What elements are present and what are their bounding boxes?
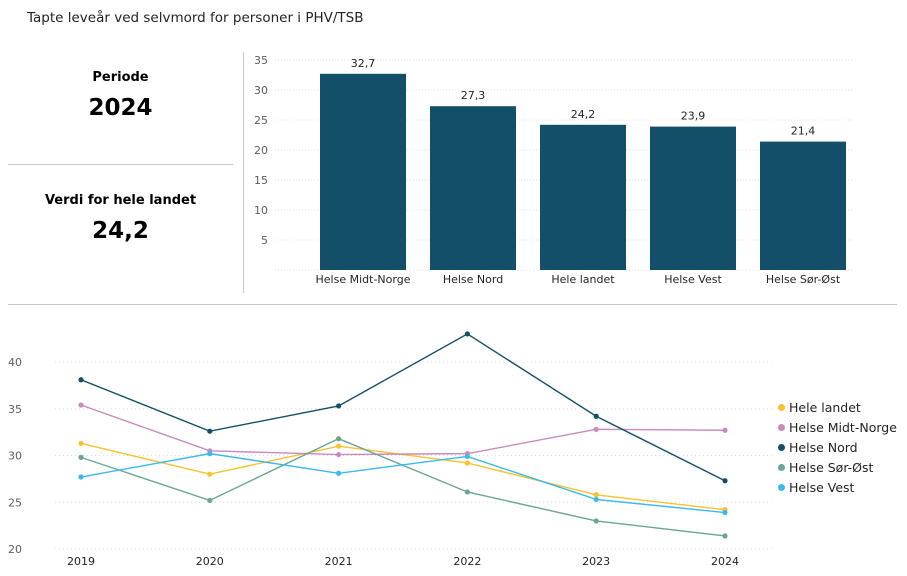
data-point (593, 492, 599, 498)
y-tick-label: 30 (8, 450, 22, 463)
legend-label: Helse Nord (789, 439, 858, 455)
data-point (207, 428, 213, 434)
data-point (593, 496, 599, 503)
period-label: Periode (92, 70, 149, 85)
panel-divider (243, 52, 244, 293)
data-point (722, 533, 728, 539)
y-tick-label: 15 (254, 174, 268, 187)
y-tick-label: 5 (261, 234, 268, 247)
x-tick-label: 2023 (582, 555, 610, 568)
y-tick-label: 25 (8, 496, 22, 509)
line-chart: 20 25 30 35 40 2019 2020 2021 2022 2023 2024 (8, 331, 775, 568)
data-point (593, 413, 599, 419)
data-point (78, 474, 84, 480)
data-point (464, 331, 470, 337)
y-tick-label: 40 (8, 356, 22, 369)
y-tick-label: 20 (254, 144, 268, 157)
legend-marker-icon (778, 443, 785, 451)
legend-marker-icon (778, 463, 785, 471)
y-tick-label: 35 (254, 54, 268, 67)
bar-data-label: 23,9 (681, 110, 706, 123)
legend-label: Helse Vest (789, 479, 855, 495)
data-point (207, 451, 213, 457)
x-tick-label: Helse Midt-Norge (316, 273, 411, 286)
legend-item[interactable]: Helse Nord (778, 437, 897, 457)
data-point (722, 478, 728, 484)
line-legend: Hele landet Helse Midt-Norge Helse Nord Hel… (778, 397, 897, 497)
data-point (207, 497, 213, 503)
legend-label: Helse Midt-Norge (789, 419, 897, 435)
series-line (80, 452, 726, 514)
national-label: Verdi for hele landet (44, 193, 197, 208)
data-point (336, 451, 342, 458)
x-tick-label: Helse Nord (443, 273, 503, 286)
bar-data-label: 24,2 (571, 108, 596, 121)
legend-item[interactable]: Helse Sør-Øst (778, 457, 897, 477)
legend-item[interactable]: Hele landet (778, 397, 897, 417)
period-value: 2024 (88, 95, 153, 121)
legend-marker-icon (778, 483, 785, 491)
bar-data-label: 27,3 (461, 89, 486, 102)
legend-marker-icon (778, 403, 785, 411)
legend-label: Helse Sør-Øst (789, 459, 874, 475)
legend-label: Hele landet (789, 399, 861, 415)
national-card: Verdi for hele landet 24,2 (8, 193, 233, 244)
section-divider (8, 304, 897, 305)
bar-data-label: 32,7 (351, 57, 376, 70)
data-point (336, 403, 342, 409)
data-point (207, 471, 213, 477)
bar (760, 141, 846, 270)
data-point (593, 426, 599, 432)
data-point (336, 443, 342, 449)
y-tick-label: 35 (8, 403, 22, 416)
data-point (78, 454, 84, 460)
legend-marker-icon (778, 423, 785, 431)
x-tick-label: Hele landet (551, 273, 615, 286)
period-card: Periode 2024 (8, 70, 233, 121)
national-value: 24,2 (92, 218, 149, 244)
y-tick-label: 10 (254, 204, 268, 217)
x-tick-label: 2022 (453, 555, 481, 568)
data-point (722, 509, 728, 516)
data-point (78, 402, 84, 408)
x-tick-label: 2020 (196, 555, 224, 568)
data-point (78, 377, 84, 383)
series-line (80, 442, 726, 511)
y-tick-label: 30 (254, 84, 268, 97)
series-line (80, 333, 726, 482)
bar (540, 124, 626, 270)
bar (430, 106, 516, 270)
x-tick-label: Helse Sør-Øst (766, 273, 841, 286)
legend-item[interactable]: Helse Vest (778, 477, 897, 497)
data-point (722, 427, 728, 433)
legend-item[interactable]: Helse Midt-Norge (778, 417, 897, 437)
report-title: Tapte leveår ved selvmord for personer i… (27, 10, 364, 26)
bar (650, 126, 736, 270)
x-tick-label: Helse Vest (664, 273, 722, 286)
y-tick-label: 20 (8, 543, 22, 556)
card-divider (8, 164, 233, 165)
bar-data-label: 21,4 (791, 125, 816, 138)
series-line (80, 437, 726, 537)
data-point (593, 518, 599, 524)
bar-chart: 5 10 15 20 25 30 35 32,7 Helse Midt-Norge 27,3 Hel… (254, 54, 852, 286)
x-tick-label: 2024 (711, 555, 739, 568)
data-point (464, 489, 470, 495)
data-point (464, 460, 470, 466)
series-line (80, 404, 726, 456)
data-point (78, 440, 84, 446)
y-tick-label: 25 (254, 114, 268, 127)
data-point (336, 470, 342, 476)
data-point (336, 436, 342, 442)
x-tick-label: 2021 (325, 555, 353, 568)
x-tick-label: 2019 (67, 555, 95, 568)
data-point (464, 453, 470, 460)
bar (320, 73, 406, 270)
